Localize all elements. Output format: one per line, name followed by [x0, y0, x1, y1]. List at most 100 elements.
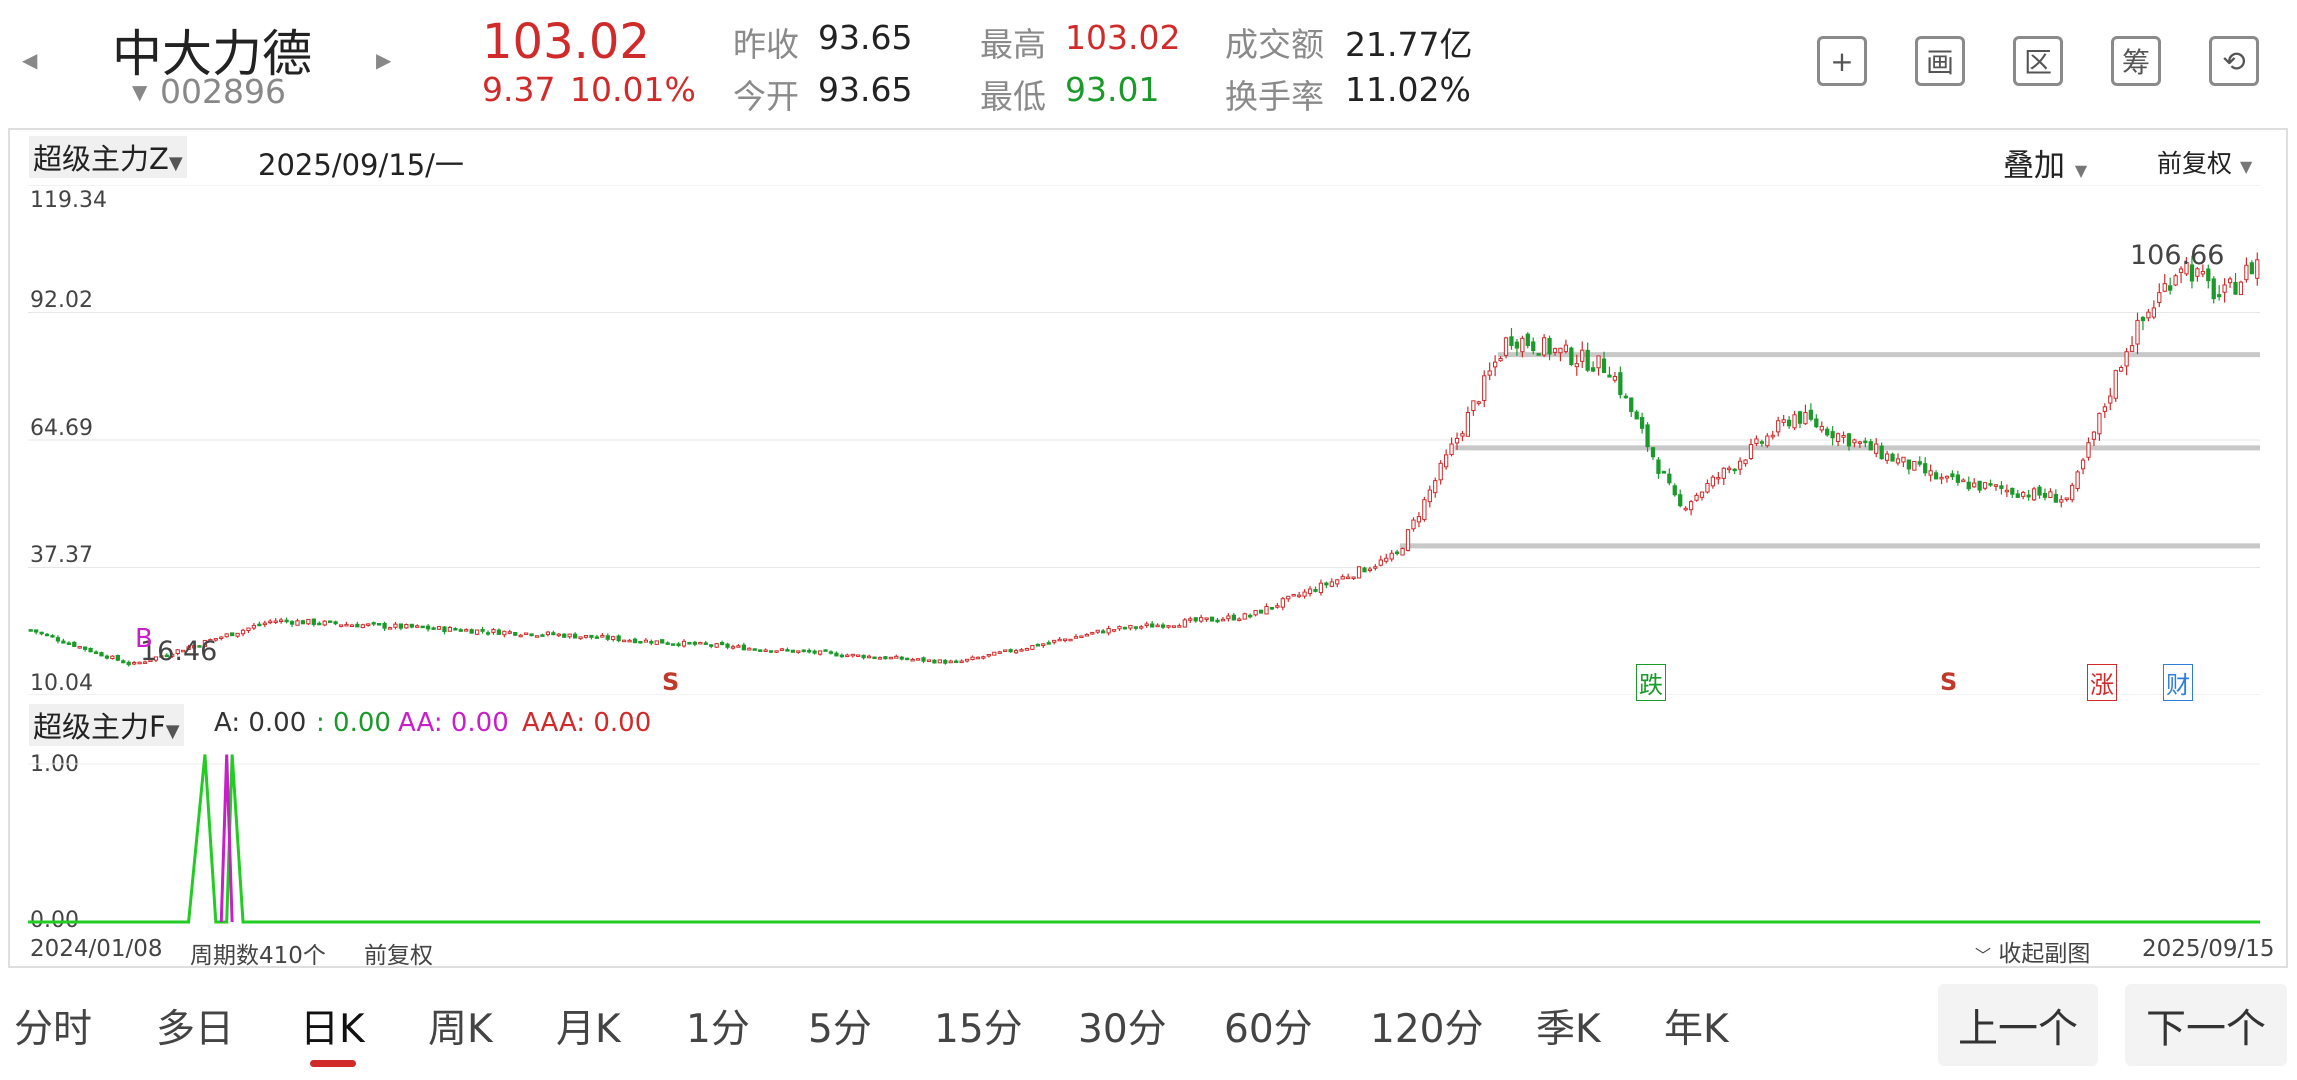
candle-body	[1242, 613, 1247, 620]
candle-body	[621, 639, 627, 643]
candle-body	[774, 650, 779, 653]
candle-body	[1754, 438, 1759, 444]
turnover-rate-value: 11.02%	[1345, 70, 1471, 109]
candle-body	[191, 644, 197, 649]
rotate-screen-icon[interactable]: ⟲	[2209, 36, 2259, 86]
plus-icon[interactable]: +	[1817, 36, 1867, 86]
candle-body	[1901, 456, 1906, 463]
candle-body	[322, 620, 327, 626]
candle-body	[115, 654, 120, 661]
prev-close-label: 昨收	[733, 25, 799, 64]
candle-body	[1841, 434, 1846, 438]
candle-body	[616, 635, 621, 642]
tab-multi-day[interactable]: 多日	[156, 1007, 235, 1052]
low-label: 最低	[980, 77, 1046, 116]
next-button[interactable]: 下一个	[2125, 984, 2287, 1066]
overlay-button[interactable]: 叠加 ▼	[2003, 140, 2087, 185]
candle-body	[926, 659, 932, 662]
indicator-b-value: : 0.00	[316, 708, 391, 738]
candle-body	[2178, 268, 2184, 273]
candle-body	[611, 636, 616, 640]
candle-body	[1944, 475, 1950, 479]
tab-120min[interactable]: 120分	[1370, 1007, 1484, 1052]
next-stock-arrow[interactable]: ▶	[376, 48, 392, 72]
candle-body	[148, 659, 153, 662]
candle-body	[709, 644, 714, 647]
candlestick-chart[interactable]	[28, 185, 2260, 695]
candle-body	[888, 656, 893, 660]
prev-stock-arrow[interactable]: ◀	[22, 48, 38, 72]
tab-monthly-k[interactable]: 月K	[556, 1007, 621, 1052]
candle-body	[2031, 488, 2037, 501]
main-indicator-selector[interactable]: 超级主力Z▼	[29, 136, 187, 178]
candle-body	[692, 641, 698, 645]
candle-body	[1220, 618, 1226, 622]
y-tick-label: 64.69	[30, 416, 93, 441]
candle-body	[1193, 617, 1198, 622]
range-icon[interactable]: 区	[2013, 36, 2063, 86]
candle-body	[1492, 361, 1498, 368]
tab-30min[interactable]: 30分	[1078, 1007, 1167, 1052]
fall-limit-marker[interactable]: 跌	[1636, 664, 1666, 701]
candle-body	[1923, 463, 1928, 474]
candle-body	[872, 656, 877, 660]
sub-indicator-chart[interactable]	[28, 750, 2260, 930]
prev-button[interactable]: 上一个	[1938, 984, 2098, 1066]
candle-body	[1258, 609, 1264, 614]
candle-body	[344, 623, 349, 627]
period-count: 周期数410个	[190, 943, 326, 969]
candle-body	[649, 640, 654, 644]
tab-5min[interactable]: 5分	[808, 1007, 872, 1052]
candle-body	[2119, 366, 2124, 372]
draw-icon[interactable]: 画	[1915, 36, 1965, 86]
y-tick-label: 37.37	[30, 543, 93, 568]
tab-daily-k[interactable]: 日K	[300, 1007, 365, 1052]
tab-1min[interactable]: 1分	[686, 1007, 750, 1052]
candle-body	[1846, 433, 1852, 447]
chips-icon[interactable]: 筹	[2111, 36, 2161, 86]
candle-body	[790, 649, 796, 653]
candle-body	[2026, 494, 2031, 498]
candle-body	[1781, 419, 1786, 423]
tab-fenshi[interactable]: 分时	[14, 1007, 93, 1052]
y-tick-label: 10.04	[30, 671, 93, 696]
rise-limit-marker[interactable]: 涨	[2087, 664, 2117, 701]
max-price-label: 106.66	[2130, 240, 2225, 271]
adjust-selector[interactable]: 前复权 ▼	[2157, 144, 2252, 180]
candle-body	[856, 654, 861, 657]
candle-body	[453, 628, 458, 631]
y-tick-label: 119.34	[30, 188, 107, 213]
candle-body	[1580, 349, 1585, 362]
tab-yearly-k[interactable]: 年K	[1664, 1007, 1729, 1052]
tab-60min[interactable]: 60分	[1224, 1007, 1313, 1052]
stock-code-dropdown-icon[interactable]: ▼	[132, 80, 148, 104]
candle-body	[2010, 487, 2015, 495]
candle-body	[1688, 501, 1694, 511]
candle-body	[681, 640, 687, 647]
candle-body	[905, 657, 910, 661]
candle-body	[992, 651, 997, 656]
candle-body	[1482, 375, 1487, 401]
tab-15min[interactable]: 15分	[934, 1007, 1023, 1052]
tab-weekly-k[interactable]: 周K	[428, 1007, 493, 1052]
candle-body	[2097, 412, 2102, 435]
candle-body	[126, 661, 131, 666]
sub-indicator-selector[interactable]: 超级主力F▼	[29, 704, 184, 746]
candle-body	[817, 650, 823, 655]
candle-body	[2146, 311, 2151, 319]
candle-body	[235, 632, 240, 637]
candle-body	[447, 627, 453, 632]
candle-body	[981, 656, 986, 659]
candle-body	[1509, 336, 1514, 346]
candle-body	[1874, 443, 1879, 454]
collapse-subchart-button[interactable]: ﹀ 收起副图	[1975, 934, 2090, 968]
financial-report-marker[interactable]: 财	[2163, 664, 2193, 701]
candle-body	[2195, 268, 2200, 277]
chevron-down-icon: ▼	[2239, 157, 2253, 176]
candle-body	[1585, 349, 1590, 371]
candle-body	[1531, 341, 1536, 352]
candle-body	[1737, 460, 1743, 470]
tab-quarterly-k[interactable]: 季K	[1536, 1007, 1601, 1052]
candle-body	[1253, 609, 1258, 616]
candle-body	[866, 655, 872, 659]
